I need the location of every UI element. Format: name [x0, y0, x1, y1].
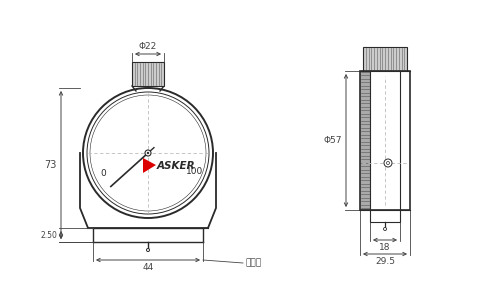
FancyBboxPatch shape [370, 71, 400, 210]
Text: 100: 100 [186, 166, 204, 176]
Circle shape [146, 248, 149, 251]
Text: 44: 44 [143, 263, 154, 272]
FancyBboxPatch shape [363, 47, 407, 71]
FancyBboxPatch shape [360, 71, 372, 210]
Text: 2.50: 2.50 [40, 231, 57, 239]
Text: 0: 0 [100, 168, 106, 178]
FancyBboxPatch shape [132, 62, 164, 86]
FancyBboxPatch shape [370, 210, 400, 222]
Text: Φ22: Φ22 [139, 42, 157, 51]
Circle shape [384, 227, 386, 231]
Circle shape [147, 152, 149, 154]
Text: Φ57: Φ57 [324, 136, 342, 145]
Circle shape [145, 150, 151, 156]
Text: 加圧面: 加圧面 [245, 258, 261, 268]
Text: 29.5: 29.5 [375, 257, 395, 266]
Text: 18: 18 [379, 243, 391, 252]
Polygon shape [143, 158, 156, 173]
Circle shape [384, 159, 392, 167]
Circle shape [83, 88, 213, 218]
Text: 73: 73 [45, 160, 57, 170]
Text: ASKER: ASKER [157, 161, 196, 171]
